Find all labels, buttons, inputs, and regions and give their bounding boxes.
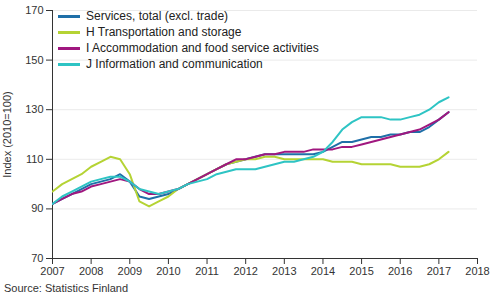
html-text:I Accommodation and food servi: I Accommodation and food service activit… (86, 41, 319, 55)
svg-text:150: 150 (25, 54, 43, 66)
svg-text:2013: 2013 (272, 265, 296, 277)
svg-text:2017: 2017 (427, 265, 451, 277)
html-text:H Transportation and storage: H Transportation and storage (86, 25, 242, 39)
svg-text:2011: 2011 (195, 265, 219, 277)
html-text:Source: Statistics Finland: Source: Statistics Finland (4, 282, 129, 294)
svg-text:2015: 2015 (349, 265, 373, 277)
svg-text:2010: 2010 (156, 265, 180, 277)
svg-text:70: 70 (31, 252, 43, 264)
svg-text:130: 130 (25, 103, 43, 115)
svg-text:2012: 2012 (233, 265, 257, 277)
svg-text:2014: 2014 (311, 265, 335, 277)
svg-text:2007: 2007 (40, 265, 64, 277)
svg-text:90: 90 (31, 202, 43, 214)
html-text:J Information and communicatio: J Information and communication (86, 57, 263, 71)
svg-text:2009: 2009 (118, 265, 142, 277)
svg-text:Index (2010=100): Index (2010=100) (1, 91, 13, 178)
svg-text:2018: 2018 (465, 265, 489, 277)
svg-text:2008: 2008 (79, 265, 103, 277)
svg-text:170: 170 (25, 4, 43, 16)
svg-text:110: 110 (26, 153, 44, 165)
svg-text:2016: 2016 (388, 265, 412, 277)
html-text:Services, total (excl. trade): Services, total (excl. trade) (86, 9, 229, 23)
